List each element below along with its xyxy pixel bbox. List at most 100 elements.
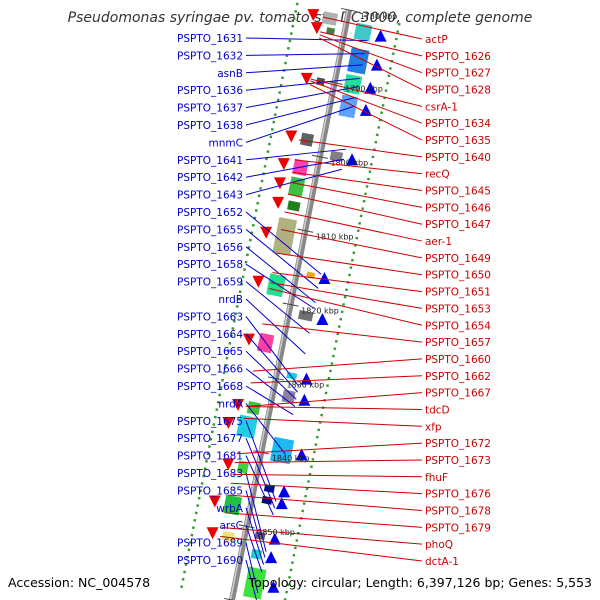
kbp-label: 1810 kbp xyxy=(316,233,354,242)
reverse-leader-line xyxy=(323,16,423,40)
forward-gene-feature xyxy=(286,371,298,380)
reverse-leader-line xyxy=(230,482,423,495)
forward-gene-label: PSPTO_1655 xyxy=(177,224,243,236)
reverse-gene-label: PSPTO_1651 xyxy=(425,287,491,299)
forward-gene-label: PSPTO_1641 xyxy=(177,155,243,167)
kbp-tick xyxy=(297,228,314,233)
reverse-gene-feature xyxy=(326,27,336,35)
forward-strand-arrow xyxy=(267,580,280,593)
kbp-label: 1790 kbp xyxy=(345,85,383,94)
reverse-gene-label: PSPTO_1654 xyxy=(425,320,491,332)
forward-strand-arrow xyxy=(298,393,311,406)
forward-leader-line xyxy=(245,525,263,573)
forward-gene-label: wrbA xyxy=(216,503,244,515)
forward-gene-label: PSPTO_1632 xyxy=(177,50,243,62)
reverse-gene-label: PSPTO_1662 xyxy=(425,371,491,383)
reverse-gene-feature xyxy=(288,176,306,197)
reverse-strand-arrow xyxy=(222,458,235,471)
forward-leader-line xyxy=(245,86,359,109)
reverse-gene-label: PSPTO_1657 xyxy=(425,337,491,349)
forward-gene-feature xyxy=(329,150,344,162)
forward-gene-label: arsC xyxy=(219,520,243,532)
forward-leader-line xyxy=(245,350,297,400)
reverse-gene-label: PSPTO_1678 xyxy=(425,505,491,517)
reverse-gene-label: fhuF xyxy=(425,472,448,484)
forward-gene-labels: PSPTO_1631 PSPTO_1632 asnB PSPTO_1636 PSPTO_… xyxy=(177,33,368,600)
reverse-gene-label: PSPTO_1635 xyxy=(425,135,491,147)
reverse-leader-line xyxy=(309,83,423,141)
reverse-leader-line xyxy=(232,473,423,478)
reverse-strand-arrow xyxy=(277,158,290,171)
forward-gene-label: PSPTO_1689 xyxy=(177,538,243,550)
reverse-gene-label: PSPTO_1640 xyxy=(425,152,491,164)
forward-leader-line xyxy=(245,77,360,91)
kbp-tick xyxy=(341,7,357,13)
reverse-leader-line xyxy=(276,252,423,276)
forward-leader-line xyxy=(245,148,346,161)
kbp-label: 1830 kbp xyxy=(286,380,324,389)
reverse-leader-line xyxy=(236,442,423,455)
footer-group: Accession: NC_004578 Topology: circular;… xyxy=(8,575,592,590)
forward-gene-label: PSPTO_1665 xyxy=(177,346,243,358)
reverse-strand-arrow xyxy=(222,416,235,429)
reverse-leader-line xyxy=(245,392,423,408)
genome-backbone xyxy=(229,9,352,600)
forward-leader-line xyxy=(245,37,368,42)
forward-gene-label: nrdA xyxy=(218,398,243,410)
reverse-strand-arrow xyxy=(307,9,320,22)
reverse-leader-line xyxy=(243,417,423,427)
forward-leader-line xyxy=(245,542,259,593)
forward-strand-arrow xyxy=(300,372,313,385)
reverse-gene-feature xyxy=(287,200,301,212)
forward-gene-label: PSPTO_1637 xyxy=(177,103,243,115)
reverse-leader-line xyxy=(245,406,423,410)
reverse-gene-label: PSPTO_1676 xyxy=(425,489,491,501)
kbp-label: 1840 kbp xyxy=(272,454,310,463)
reverse-leader-line xyxy=(262,323,423,343)
forward-gene-label: PSPTO_1642 xyxy=(177,172,243,184)
reverse-leader-line xyxy=(310,80,423,124)
reverse-gene-label: tdcD xyxy=(425,404,450,416)
reverse-strand-arrow xyxy=(208,495,221,508)
kbp-label: 1850 kbp xyxy=(257,528,295,537)
reverse-leader-line xyxy=(310,78,423,107)
reverse-strand-arrow xyxy=(252,275,265,288)
reverse-strand-arrow xyxy=(273,177,286,190)
reverse-leader-line xyxy=(292,171,423,192)
forward-gene-label: PSPTO_1659 xyxy=(177,277,243,289)
forward-leader-line xyxy=(245,229,319,289)
reverse-leader-line xyxy=(250,375,423,384)
reverse-gene-label: recQ xyxy=(425,169,450,181)
reverse-leader-line xyxy=(320,31,423,57)
forward-gene-label: PSPTO_1666 xyxy=(177,364,243,376)
kbp-tick xyxy=(224,597,235,600)
reverse-leader-line xyxy=(318,37,423,90)
reverse-gene-label: PSPTO_1660 xyxy=(425,354,491,366)
forward-gene-label: nrdB xyxy=(218,294,243,306)
reverse-leader-line xyxy=(270,282,423,309)
reverse-gene-label: PSPTO_1645 xyxy=(425,186,491,198)
reverse-strand-arrow xyxy=(310,22,323,35)
forward-leader-line xyxy=(245,559,257,600)
reverse-leader-line xyxy=(221,526,423,545)
reverse-gene-label: dctA-1 xyxy=(425,556,459,568)
kbp-label: 1820 kbp xyxy=(301,306,339,315)
forward-gene-label: PSPTO_1681 xyxy=(177,451,243,463)
forward-strand-arrow xyxy=(374,29,387,42)
reverse-gene-label: PSPTO_1667 xyxy=(425,388,491,400)
reverse-gene-label: PSPTO_1634 xyxy=(425,118,491,130)
reverse-gene-label: PSPTO_1647 xyxy=(425,219,491,231)
forward-gene-label: PSPTO_1677 xyxy=(177,433,243,445)
reverse-gene-label: PSPTO_1627 xyxy=(425,68,491,80)
reverse-leader-line xyxy=(269,288,423,326)
forward-leader-line xyxy=(245,168,343,196)
forward-strand-arrow xyxy=(370,58,383,71)
reverse-strand-arrow xyxy=(260,226,273,239)
forward-leader-line xyxy=(245,507,264,565)
forward-gene-label: PSPTO_1690 xyxy=(177,555,243,567)
reverse-gene-label: PSPTO_1673 xyxy=(425,455,491,467)
forward-strand-arrow xyxy=(318,271,331,284)
forward-leader-line xyxy=(245,53,365,56)
kbp-label: 1780 kbp xyxy=(360,12,398,21)
